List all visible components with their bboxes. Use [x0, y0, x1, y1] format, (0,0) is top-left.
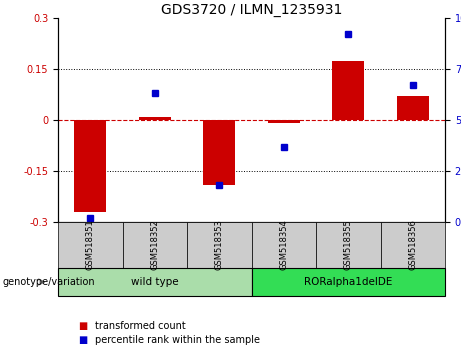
Text: GSM518354: GSM518354	[279, 219, 288, 270]
Bar	[139, 116, 171, 120]
Text: RORalpha1delDE: RORalpha1delDE	[304, 277, 392, 287]
Text: GSM518356: GSM518356	[408, 219, 417, 270]
Text: GSM518355: GSM518355	[344, 219, 353, 270]
Bar	[332, 61, 364, 120]
Bar	[268, 120, 300, 124]
Text: GSM518351: GSM518351	[86, 219, 95, 270]
Text: transformed count: transformed count	[95, 321, 185, 331]
Bar	[74, 120, 106, 212]
Bar	[203, 120, 236, 184]
Text: percentile rank within the sample: percentile rank within the sample	[95, 335, 260, 345]
Title: GDS3720 / ILMN_1235931: GDS3720 / ILMN_1235931	[161, 3, 342, 17]
Text: wild type: wild type	[131, 277, 178, 287]
Text: GSM518352: GSM518352	[150, 219, 159, 270]
Text: ■: ■	[78, 335, 88, 345]
Text: genotype/variation: genotype/variation	[2, 277, 95, 287]
Text: GSM518353: GSM518353	[215, 219, 224, 270]
Text: ■: ■	[78, 321, 88, 331]
Bar	[396, 96, 429, 120]
